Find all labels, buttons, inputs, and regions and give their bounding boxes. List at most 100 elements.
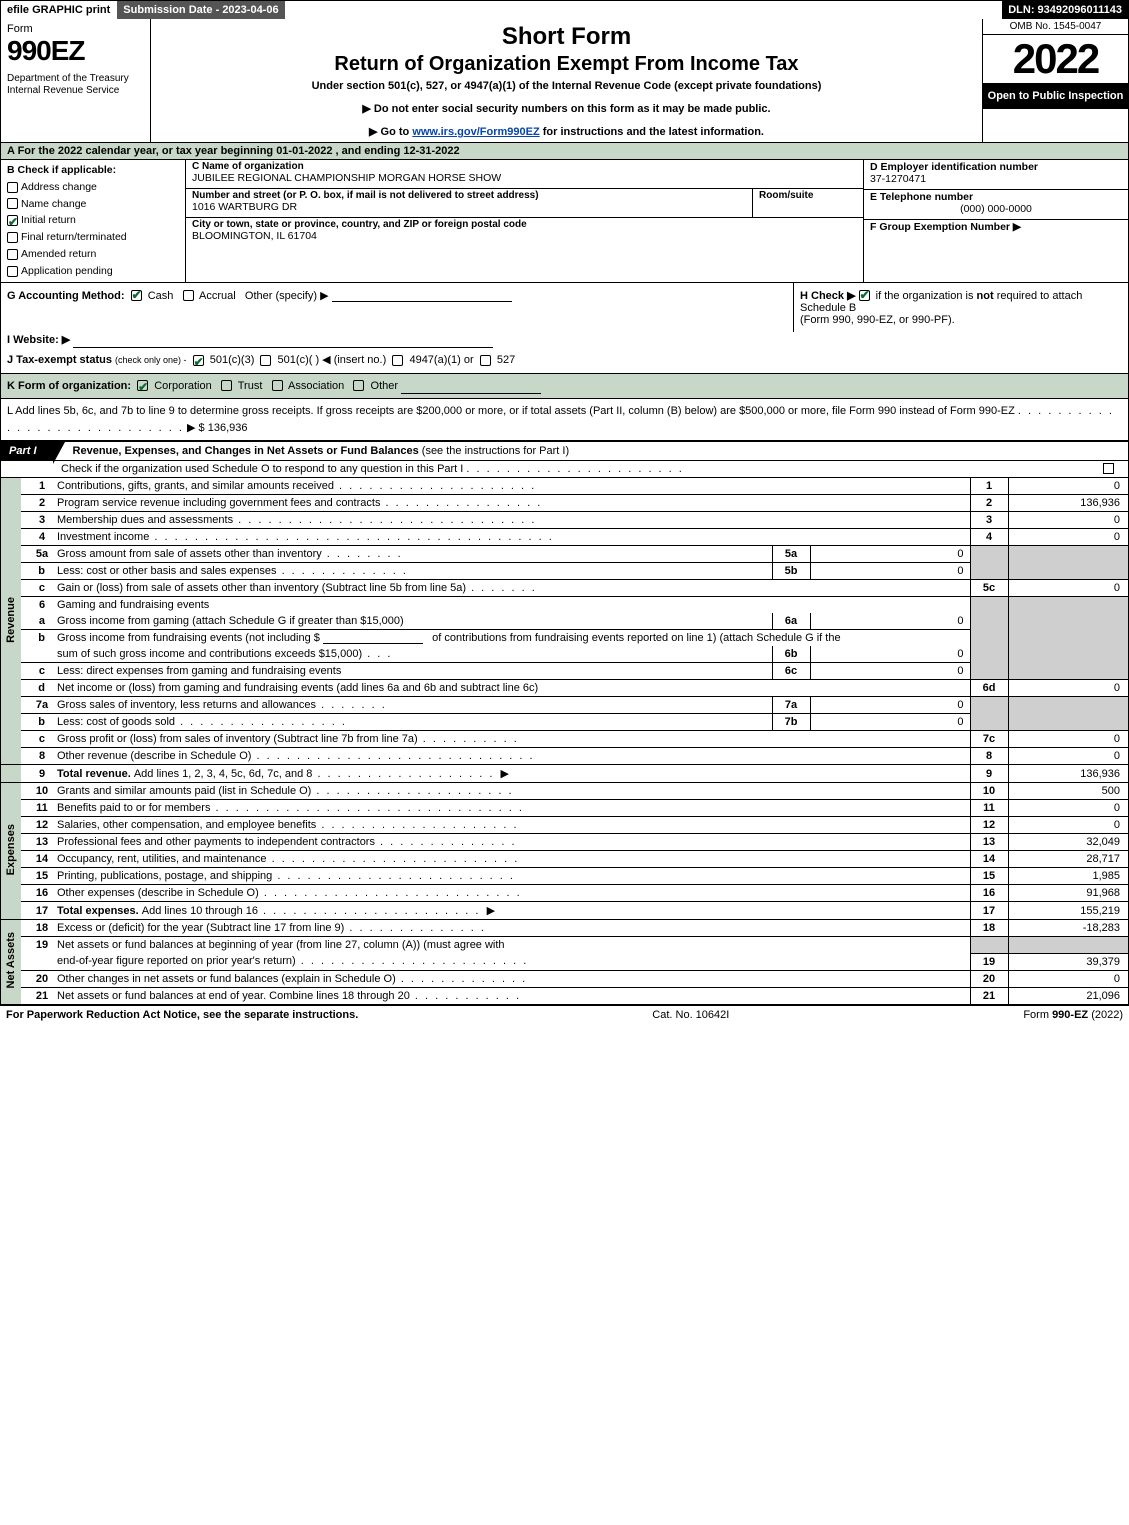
lbl-501c: 501(c)( ) [278, 354, 320, 366]
h-not: not [977, 290, 994, 302]
chk-corporation[interactable] [137, 380, 148, 391]
l14-desc: Occupancy, rent, utilities, and maintena… [57, 853, 267, 865]
row-h: H Check ▶ if the organization is not req… [793, 283, 1128, 332]
l7b-mn: 7b [772, 714, 810, 731]
form-label: Form [7, 23, 144, 35]
l6b-desc3: sum of such gross income and contributio… [57, 648, 362, 660]
part-i-header: Part I Revenue, Expenses, and Changes in… [1, 441, 1128, 461]
l8-cv: 0 [1008, 748, 1128, 765]
chk-trust[interactable] [221, 380, 232, 391]
website-input[interactable] [73, 336, 493, 348]
header-right: OMB No. 1545-0047 2022 Open to Public In… [983, 19, 1128, 142]
chk-amended-return[interactable] [7, 249, 18, 260]
l6b-amount-input[interactable] [323, 632, 423, 644]
l2-num: 2 [21, 495, 53, 512]
l16-num: 16 [21, 885, 53, 902]
l6b-num: b [21, 630, 53, 647]
l13-cv: 32,049 [1008, 834, 1128, 851]
lbl-corporation: Corporation [154, 380, 211, 392]
l6-gray-v [1008, 597, 1128, 680]
j-note: (check only one) - [115, 355, 187, 365]
chk-other-org[interactable] [353, 380, 364, 391]
chk-address-change[interactable] [7, 182, 18, 193]
other-specify-input[interactable] [332, 290, 512, 302]
l6b-mn: 6b [772, 646, 810, 663]
line-6: 6 Gaming and fundraising events [1, 597, 1128, 614]
l3-cn: 3 [970, 512, 1008, 529]
lbl-527: 527 [497, 354, 515, 366]
footer-right-form: 990-EZ [1052, 1009, 1088, 1021]
l19-desc2: end-of-year figure reported on prior yea… [57, 955, 296, 967]
chk-final-return[interactable] [7, 232, 18, 243]
irs-link[interactable]: www.irs.gov/Form990EZ [412, 126, 539, 138]
chk-4947a1[interactable] [392, 355, 403, 366]
l6c-num: c [21, 663, 53, 680]
line-1: Revenue 1 Contributions, gifts, grants, … [1, 478, 1128, 495]
chk-schedule-b[interactable] [859, 290, 870, 301]
c-street-label: Number and street (or P. O. box, if mail… [192, 190, 746, 201]
l12-desc: Salaries, other compensation, and employ… [57, 819, 316, 831]
dept-label: Department of the Treasury Internal Reve… [7, 73, 144, 97]
l4-cv: 0 [1008, 529, 1128, 546]
l21-num: 21 [21, 987, 53, 1004]
c-city-label: City or town, state or province, country… [192, 219, 857, 230]
l14-num: 14 [21, 851, 53, 868]
row-g-h: G Accounting Method: Cash Accrual Other … [1, 283, 1128, 332]
l6c-mn: 6c [772, 663, 810, 680]
part-i-title: Revenue, Expenses, and Changes in Net As… [53, 445, 1128, 457]
h-post: if the organization is [873, 290, 977, 302]
lbl-initial-return: Initial return [21, 214, 76, 226]
l12-cn: 12 [970, 817, 1008, 834]
l9-desc2: Add lines 1, 2, 3, 4, 5c, 6d, 7c, and 8 [134, 768, 313, 780]
l1-cn: 1 [970, 478, 1008, 495]
org-street: 1016 WARTBURG DR [192, 201, 746, 213]
line-5c: c Gain or (loss) from sale of assets oth… [1, 580, 1128, 597]
l11-cn: 11 [970, 800, 1008, 817]
title-short-form: Short Form [161, 23, 972, 51]
l18-desc: Excess or (deficit) for the year (Subtra… [57, 922, 344, 934]
efile-print-button[interactable]: efile GRAPHIC print [1, 1, 117, 19]
line-6d: d Net income or (loss) from gaming and f… [1, 680, 1128, 697]
header-center: Short Form Return of Organization Exempt… [151, 19, 983, 142]
chk-accrual[interactable] [183, 290, 194, 301]
l5a-desc: Gross amount from sale of assets other t… [57, 548, 322, 560]
box-b-label: B Check if applicable: [7, 162, 179, 179]
header-left: Form 990EZ Department of the Treasury In… [1, 19, 151, 142]
top-bar: efile GRAPHIC print Submission Date - 20… [1, 1, 1128, 19]
lbl-cash: Cash [148, 290, 174, 302]
title-return: Return of Organization Exempt From Incom… [161, 53, 972, 76]
line-19b: end-of-year figure reported on prior yea… [1, 953, 1128, 970]
chk-sched-o[interactable] [1103, 463, 1114, 474]
l14-cv: 28,717 [1008, 851, 1128, 868]
chk-application-pending[interactable] [7, 266, 18, 277]
h-pre: H Check ▶ [800, 290, 859, 302]
form-header: Form 990EZ Department of the Treasury In… [1, 19, 1128, 143]
lbl-name-change: Name change [21, 198, 86, 210]
chk-527[interactable] [480, 355, 491, 366]
l20-desc: Other changes in net assets or fund bala… [57, 973, 396, 985]
row-i: I Website: ▶ [1, 332, 1128, 353]
chk-association[interactable] [272, 380, 283, 391]
l10-cv: 500 [1008, 783, 1128, 800]
other-org-input[interactable] [401, 382, 541, 394]
l6-gray [970, 597, 1008, 680]
open-to-public: Open to Public Inspection [983, 83, 1128, 109]
chk-501c[interactable] [260, 355, 271, 366]
chk-name-change[interactable] [7, 198, 18, 209]
box-b: B Check if applicable: Address change Na… [1, 160, 186, 282]
vtab-net-assets: Net Assets [1, 920, 21, 1005]
l4-num: 4 [21, 529, 53, 546]
row-a-tax-year: A For the 2022 calendar year, or tax yea… [1, 143, 1128, 160]
l17-cv: 155,219 [1008, 902, 1128, 920]
line-4: 4 Investment income . . . . . . . . . . … [1, 529, 1128, 546]
l21-cn: 21 [970, 987, 1008, 1004]
chk-501c3[interactable] [193, 355, 204, 366]
chk-initial-return[interactable] [7, 215, 18, 226]
chk-cash[interactable] [131, 290, 142, 301]
sched-o-dots: . . . . . . . . . . . . . . . . . . . . … [466, 463, 683, 475]
form-number: 990EZ [7, 35, 144, 67]
footer-right-pre: Form [1023, 1009, 1052, 1021]
lbl-association: Association [288, 380, 344, 392]
l6d-desc: Net income or (loss) from gaming and fun… [57, 682, 538, 694]
l8-desc: Other revenue (describe in Schedule O) [57, 750, 251, 762]
